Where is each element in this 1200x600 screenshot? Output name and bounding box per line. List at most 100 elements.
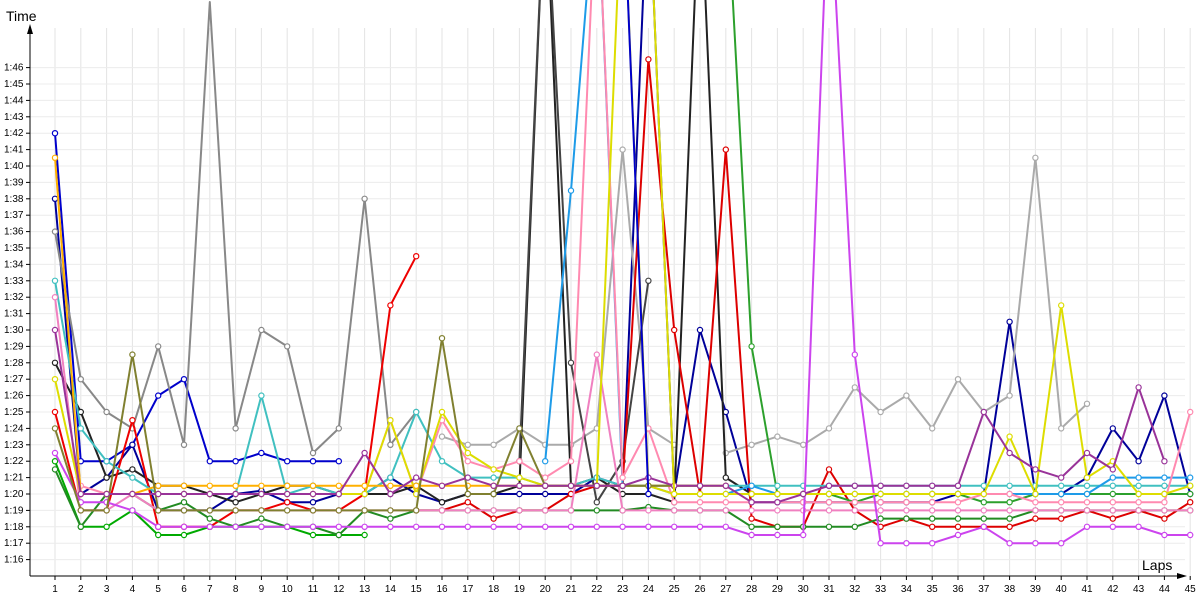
data-point [103, 474, 110, 481]
data-point [309, 507, 317, 514]
x-tick-label: 31 [823, 584, 835, 595]
data-point [567, 523, 575, 531]
data-point [1083, 507, 1091, 514]
data-point [232, 482, 239, 489]
y-tick-label: 1:36 [4, 227, 24, 238]
data-point [1135, 474, 1142, 481]
y-axis-title: Time [6, 8, 37, 24]
data-point [748, 523, 755, 531]
data-point [180, 523, 188, 531]
y-tick-label: 1:37 [4, 210, 24, 221]
data-point [413, 474, 420, 481]
x-tick-label: 25 [669, 584, 681, 595]
data-point [309, 523, 317, 531]
data-point [232, 499, 239, 506]
data-point [129, 351, 136, 358]
data-point [51, 228, 59, 235]
data-point [671, 499, 678, 506]
data-point [438, 335, 446, 342]
x-axis-arrow [1177, 573, 1187, 579]
data-point [877, 515, 884, 522]
series-segment [652, 0, 676, 495]
data-point [722, 146, 730, 153]
data-point [696, 490, 704, 498]
data-point [103, 490, 110, 498]
data-point [335, 490, 342, 498]
data-point [542, 482, 549, 489]
data-point [619, 482, 626, 489]
data-point [774, 531, 781, 539]
data-point [154, 343, 162, 350]
data-point [696, 523, 704, 531]
data-point [1109, 482, 1117, 489]
data-point [567, 458, 575, 465]
data-point [258, 449, 265, 457]
x-tick-label: 16 [436, 584, 448, 595]
data-point [129, 466, 136, 473]
x-tick-label: 32 [849, 584, 861, 595]
data-point [1006, 482, 1013, 489]
data-point [1083, 474, 1091, 481]
data-point [516, 425, 523, 432]
data-point [645, 507, 652, 514]
x-tick-label: 18 [488, 584, 500, 595]
data-point [877, 540, 884, 547]
data-point [722, 490, 730, 498]
y-tick-label: 1:39 [4, 177, 24, 188]
data-point [361, 507, 368, 514]
series-segment [626, 0, 650, 495]
data-point [490, 482, 497, 489]
data-point [490, 474, 497, 481]
data-point [851, 384, 859, 391]
data-point [284, 458, 291, 465]
data-point [103, 408, 110, 416]
data-point [1186, 531, 1194, 539]
x-tick-label: 22 [591, 584, 603, 595]
y-tick-label: 1:32 [4, 292, 24, 303]
data-point [774, 523, 781, 531]
x-tick-label: 28 [746, 584, 758, 595]
series-segment [54, 329, 1166, 504]
data-point [438, 499, 446, 506]
x-tick-label: 11 [308, 584, 319, 595]
data-point [1006, 392, 1013, 399]
data-point [464, 458, 471, 465]
data-point [1057, 482, 1065, 489]
data-point [877, 499, 884, 506]
data-point [438, 433, 446, 440]
data-point [1161, 490, 1168, 498]
data-point [309, 458, 317, 465]
data-point [413, 408, 420, 416]
data-point [774, 490, 781, 498]
data-point [387, 515, 394, 522]
data-point [696, 499, 704, 506]
data-point [954, 515, 962, 522]
data-point [774, 507, 781, 514]
data-point [825, 490, 833, 498]
data-point [490, 466, 497, 473]
data-point [1161, 499, 1168, 506]
data-point [542, 523, 549, 531]
data-point [800, 441, 807, 448]
data-point [103, 523, 110, 531]
data-point [696, 482, 704, 489]
data-point [774, 499, 781, 506]
data-point [619, 523, 626, 531]
data-point [619, 474, 626, 481]
data-point [1161, 507, 1168, 514]
data-point [903, 499, 910, 506]
series-line [731, 0, 1194, 506]
data-point [516, 507, 523, 514]
data-point [954, 531, 962, 539]
data-point [154, 523, 162, 531]
data-point [903, 515, 910, 522]
data-point [490, 441, 497, 448]
data-point [51, 466, 59, 473]
data-point [1083, 499, 1091, 506]
y-tick-label: 1:21 [4, 473, 24, 484]
data-point [825, 523, 833, 531]
data-point [1006, 540, 1013, 547]
data-point [335, 458, 342, 465]
data-point [490, 490, 497, 498]
series-segment [80, 0, 1192, 504]
